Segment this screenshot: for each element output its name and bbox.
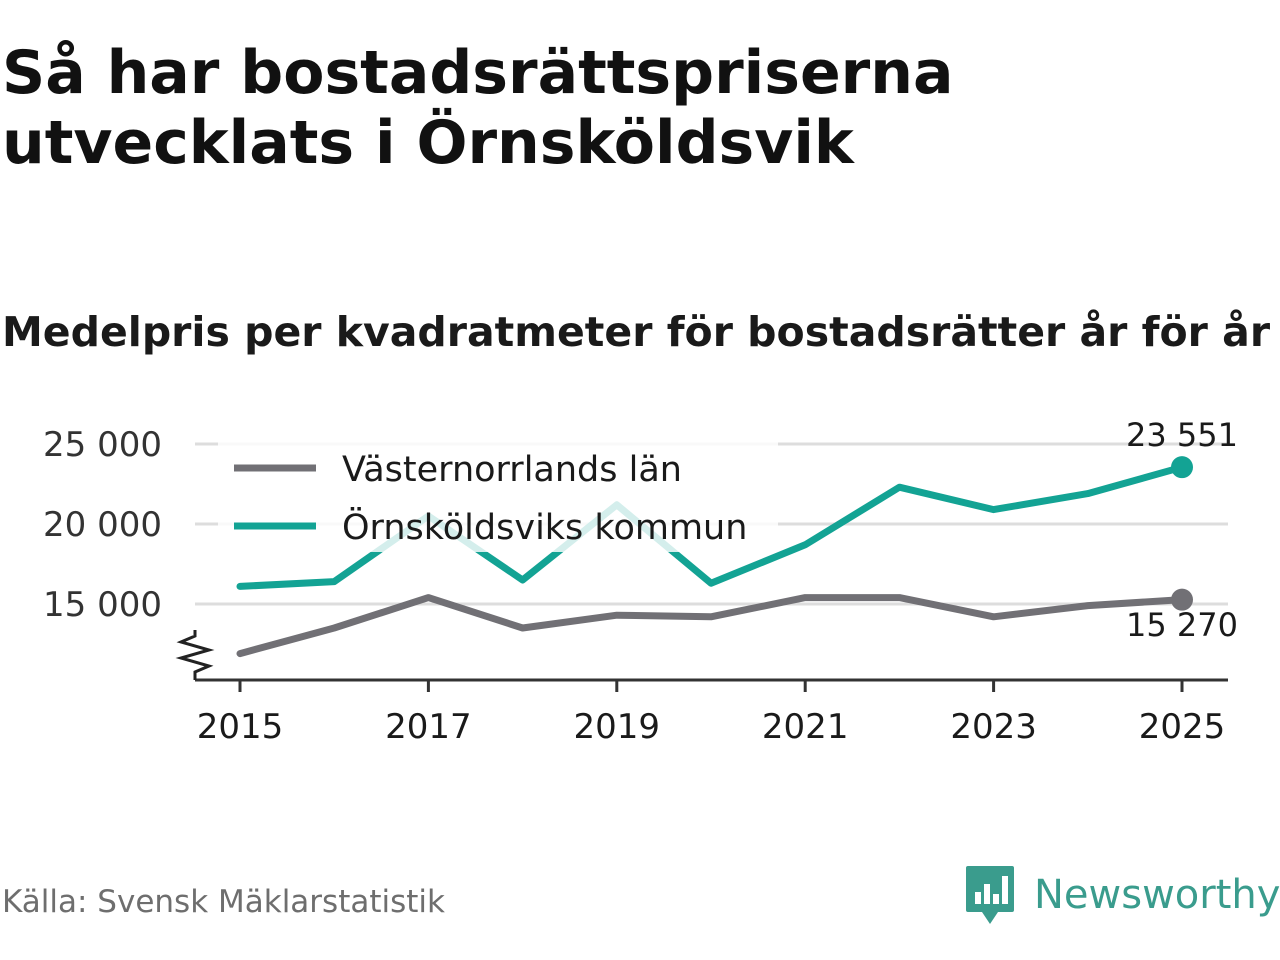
- x-tick-label: 2017: [385, 707, 472, 747]
- chart-subtitle: Medelpris per kvadratmeter för bostadsrä…: [2, 308, 1271, 356]
- legend-label: Örnsköldsviks kommun: [342, 506, 747, 548]
- y-tick-label: 25 000: [43, 425, 162, 465]
- x-tick-label: 2021: [762, 707, 849, 747]
- brand-name: Newsworthy: [1034, 872, 1280, 918]
- end-label-vasternorrlands-lan: 15 270: [1126, 606, 1238, 644]
- x-tick-label: 2015: [197, 707, 284, 747]
- x-tick-label: 2019: [574, 707, 661, 747]
- axis-break-icon: [175, 630, 215, 680]
- end-point-ornskoldsviks-kommun: [1171, 456, 1193, 479]
- source-note: Källa: Svensk Mäklarstatistik: [2, 884, 445, 920]
- y-tick-label: 15 000: [43, 585, 162, 625]
- brand-logo: Newsworthy: [964, 862, 1280, 928]
- end-point-vasternorrlands-lan: [1171, 588, 1193, 611]
- newsworthy-logo-icon: [966, 866, 1014, 924]
- chart-title: Så har bostadsrättspriserna utvecklats i…: [2, 38, 954, 178]
- x-tick-label: 2025: [1139, 707, 1226, 747]
- x-tick-label: 2023: [950, 707, 1037, 747]
- y-tick-label: 20 000: [43, 505, 162, 545]
- series-line-vasternorrlands-lan: [236, 594, 1186, 658]
- legend-background: [218, 440, 778, 552]
- legend-label: Västernorrlands län: [342, 450, 682, 490]
- end-label-ornskoldsviks-kommun: 23 551: [1126, 416, 1238, 454]
